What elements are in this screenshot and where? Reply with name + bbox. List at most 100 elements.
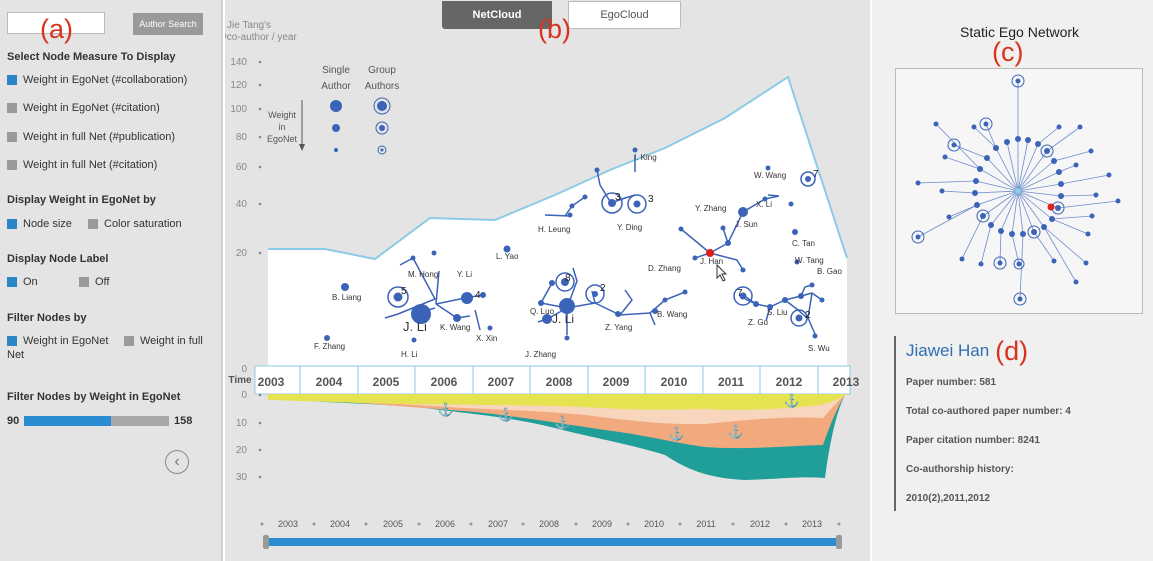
- year-label[interactable]: 2009: [603, 375, 630, 389]
- year-label[interactable]: 2010: [661, 375, 688, 389]
- author-node[interactable]: [487, 325, 493, 331]
- author-search-button[interactable]: Author Search: [133, 13, 203, 35]
- author-node[interactable]: [461, 292, 473, 304]
- year-label[interactable]: 2005: [373, 375, 400, 389]
- group-count: 7: [813, 169, 819, 180]
- author-node[interactable]: [792, 229, 798, 235]
- author-node[interactable]: [652, 308, 658, 314]
- upper-axis-title: Jie Tang's: [227, 20, 271, 31]
- group-node[interactable]: [805, 176, 811, 182]
- slider-min-label: 90: [7, 415, 20, 427]
- author-node[interactable]: [692, 255, 698, 261]
- author-node[interactable]: [819, 297, 825, 303]
- year-label[interactable]: 2003: [258, 375, 285, 389]
- selected-author-node[interactable]: [706, 249, 714, 257]
- tick-label: 120: [230, 80, 247, 91]
- author-node[interactable]: [725, 240, 731, 246]
- author-node[interactable]: [809, 282, 815, 288]
- author-node[interactable]: [753, 301, 759, 307]
- author-node[interactable]: [480, 292, 486, 298]
- author-node[interactable]: [567, 212, 573, 218]
- year-label[interactable]: 2007: [488, 375, 515, 389]
- author-node[interactable]: [538, 300, 544, 306]
- group-node[interactable]: [633, 200, 641, 208]
- node-label-on[interactable]: On: [7, 276, 38, 288]
- author-node[interactable]: [615, 311, 621, 317]
- legend-label: Single: [322, 65, 350, 76]
- weight-filter-slider[interactable]: [24, 416, 169, 426]
- author-node[interactable]: [798, 293, 804, 299]
- author-node[interactable]: [782, 297, 788, 303]
- measure-option-full-citation[interactable]: Weight in full Net (#citation): [7, 159, 157, 171]
- author-node[interactable]: [569, 203, 575, 209]
- author-node[interactable]: [431, 250, 437, 256]
- year-label[interactable]: 2004: [316, 375, 343, 389]
- author-node[interactable]: [594, 167, 600, 173]
- tab-netcloud[interactable]: NetCloud: [442, 1, 552, 29]
- author-node[interactable]: [740, 267, 746, 273]
- ego-network-graph: [911, 74, 1121, 306]
- author-node[interactable]: [720, 225, 726, 231]
- author-node[interactable]: [794, 259, 800, 265]
- measure-option-collaboration[interactable]: Weight in EgoNet (#collaboration): [7, 74, 187, 86]
- author-node[interactable]: [324, 335, 330, 341]
- author-node[interactable]: [662, 297, 668, 303]
- author-node[interactable]: [411, 337, 417, 343]
- group-node[interactable]: [393, 292, 403, 302]
- year-label[interactable]: 2013: [833, 375, 860, 389]
- collapse-button[interactable]: ‹: [165, 450, 189, 474]
- author-node[interactable]: [738, 207, 748, 217]
- author-node[interactable]: [812, 333, 818, 339]
- group-node[interactable]: [739, 292, 747, 300]
- display-weight-node-size[interactable]: Node size: [7, 218, 72, 230]
- author-node[interactable]: [788, 201, 794, 207]
- tab-egocloud[interactable]: EgoCloud: [568, 1, 681, 29]
- author-node[interactable]: [762, 196, 768, 202]
- author-node[interactable]: [564, 335, 570, 341]
- author-node[interactable]: [682, 289, 688, 295]
- tick-label: 40: [236, 199, 248, 210]
- author-node[interactable]: [632, 147, 638, 153]
- author-node[interactable]: [678, 226, 684, 232]
- slider-year-label: 2011: [696, 519, 715, 529]
- group-node[interactable]: [561, 278, 569, 286]
- group-node[interactable]: [592, 291, 598, 297]
- author-node-large[interactable]: [559, 298, 575, 314]
- node-label: D. Zhang: [648, 264, 681, 273]
- node-label: J. Sun: [735, 220, 758, 229]
- option-label: Weight in full: [140, 335, 203, 347]
- slider-year-label: 2004: [330, 519, 350, 529]
- author-search-input[interactable]: [7, 12, 105, 34]
- author-node[interactable]: [765, 165, 771, 171]
- time-range-slider[interactable]: 2003 2004 2005 2006 2007 2008 2009 2010 …: [260, 519, 843, 549]
- filter-weight-full[interactable]: Weight in full: [124, 335, 203, 347]
- time-slider-handle-left[interactable]: [263, 535, 269, 549]
- author-node[interactable]: [549, 280, 555, 286]
- year-label[interactable]: 2011: [718, 375, 744, 389]
- display-weight-color-saturation[interactable]: Color saturation: [88, 218, 182, 230]
- author-node[interactable]: [453, 314, 461, 322]
- author-node[interactable]: [410, 255, 416, 261]
- group-node[interactable]: [608, 199, 616, 207]
- slider-year-label: 2005: [383, 519, 403, 529]
- ego-center-node: [1015, 188, 1021, 194]
- author-node[interactable]: [582, 194, 588, 200]
- checkbox-off: [124, 336, 134, 346]
- author-node[interactable]: [341, 283, 349, 291]
- checkbox-on: [7, 336, 17, 346]
- filter-weight-egonet[interactable]: Weight in EgoNet: [7, 335, 108, 347]
- time-slider-handle-right[interactable]: [836, 535, 842, 549]
- measure-option-citation[interactable]: Weight in EgoNet (#citation): [7, 102, 160, 114]
- author-node-large[interactable]: [411, 304, 431, 324]
- tick-label: 20: [236, 445, 248, 456]
- year-label[interactable]: 2012: [776, 375, 803, 389]
- measure-section-title: Select Node Measure To Display: [7, 51, 176, 63]
- year-label[interactable]: 2008: [546, 375, 573, 389]
- group-node[interactable]: [795, 314, 803, 322]
- node-label-off[interactable]: Off: [79, 276, 109, 288]
- author-node[interactable]: [542, 314, 552, 324]
- author-node[interactable]: [767, 304, 773, 310]
- measure-option-full-publication[interactable]: Weight in full Net (#publication): [7, 131, 175, 143]
- author-node[interactable]: [503, 245, 511, 253]
- year-label[interactable]: 2006: [431, 375, 458, 389]
